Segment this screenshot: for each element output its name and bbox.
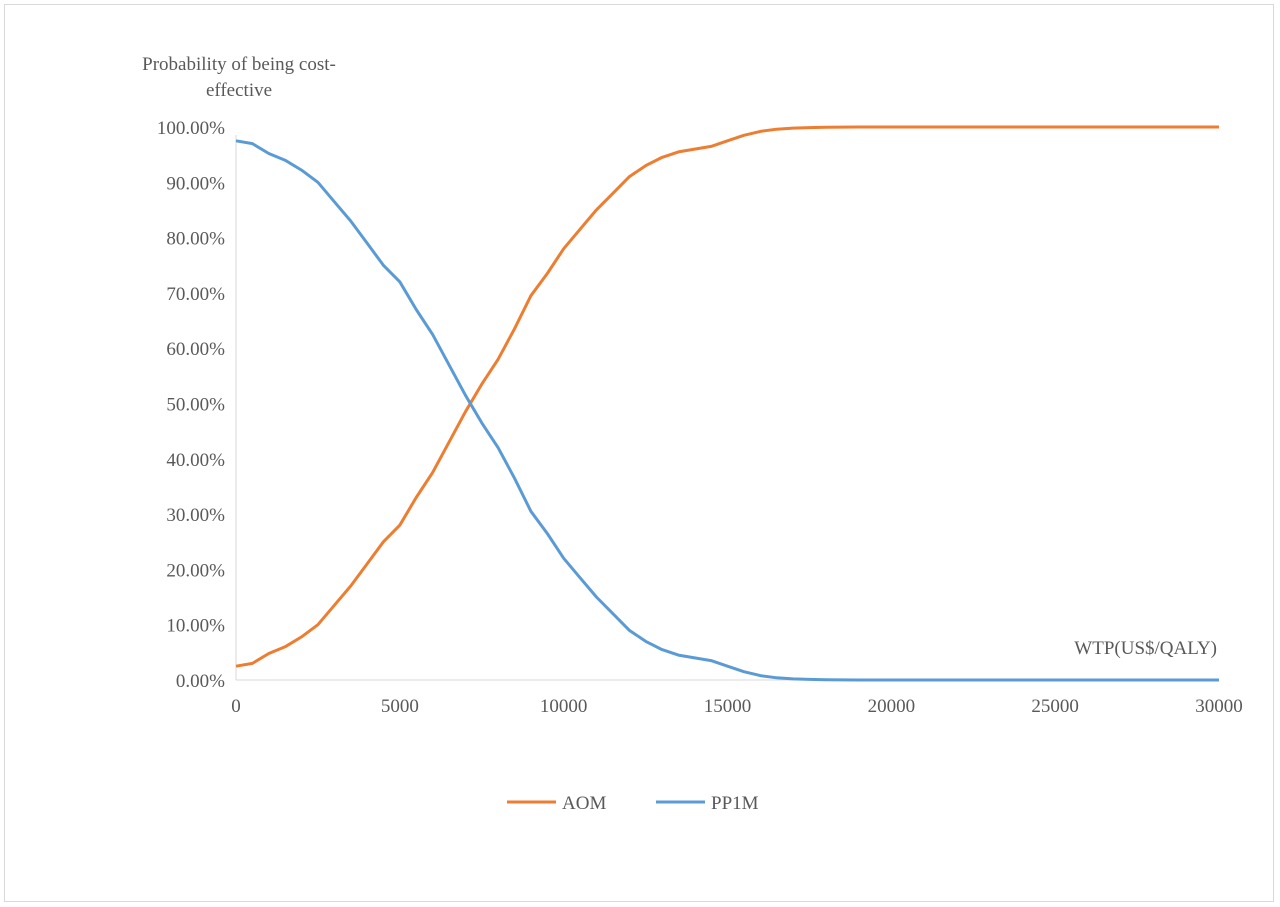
chart-frame: Probability of being cost- effective WTP… [4, 4, 1274, 902]
x-tick-label: 5000 [381, 696, 419, 717]
x-tick-label: 0 [231, 696, 241, 717]
y-tick-label: 100.00% [157, 118, 225, 139]
x-tick-label: 15000 [704, 696, 752, 717]
legend-label-aom: AOM [562, 793, 606, 814]
x-tick-label: 20000 [868, 696, 916, 717]
y-tick-labels: 0.00% 10.00% 20.00% 30.00% 40.00% 50.00% 60.00… [157, 118, 225, 692]
y-axis-label-line-1: Probability of being cost- [142, 54, 336, 75]
legend-label-pp1m: PP1M [711, 793, 759, 814]
x-tick-label: 30000 [1195, 696, 1243, 717]
y-tick-label: 40.00% [166, 450, 225, 471]
x-tick-labels: 0 5000 10000 15000 20000 25000 30000 [231, 696, 1243, 717]
y-tick-label: 70.00% [166, 284, 225, 305]
y-tick-label: 20.00% [166, 560, 225, 581]
y-tick-label: 60.00% [166, 339, 225, 360]
legend: AOM PP1M [507, 793, 759, 814]
series-line-aom [235, 125, 1219, 668]
y-axis-label-line-2: effective [206, 80, 272, 101]
chart-svg: Probability of being cost- effective WTP… [142, 54, 1243, 814]
x-tick-label: 10000 [540, 696, 588, 717]
x-tick-label: 25000 [1031, 696, 1079, 717]
y-tick-label: 10.00% [166, 616, 225, 637]
series-line-pp1m [235, 139, 1219, 682]
series-lines [235, 125, 1219, 682]
y-tick-label: 0.00% [176, 671, 225, 692]
y-tick-label: 30.00% [166, 505, 225, 526]
y-tick-label: 50.00% [166, 395, 225, 416]
y-tick-label: 90.00% [166, 173, 225, 194]
x-axis-label: WTP(US$/QALY) [1074, 638, 1217, 659]
y-tick-label: 80.00% [166, 229, 225, 250]
